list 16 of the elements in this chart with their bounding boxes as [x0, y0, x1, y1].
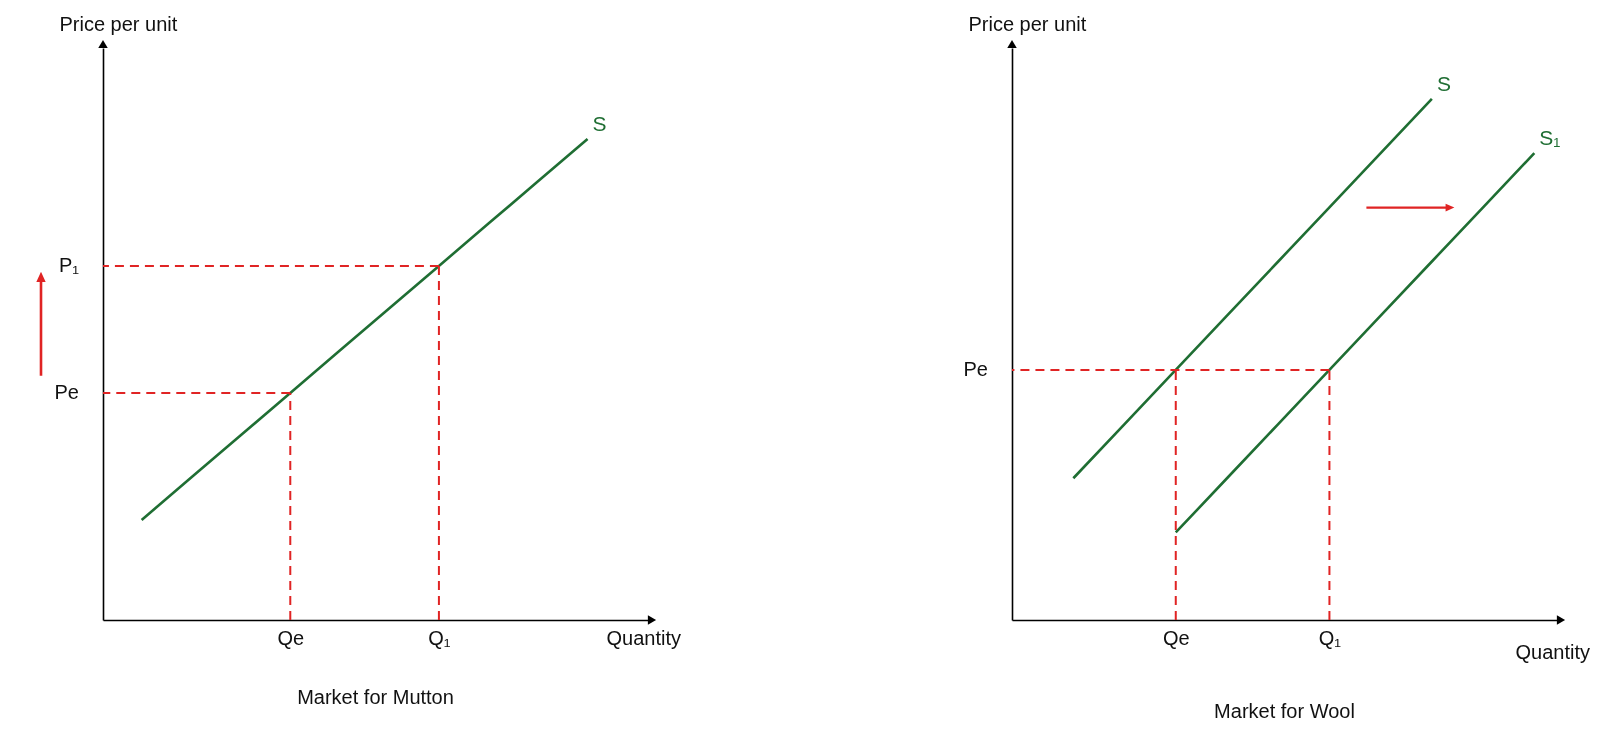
series-label: S₁	[1539, 126, 1561, 150]
y-axis-title: Price per unit	[59, 12, 178, 35]
text: Market for Wool	[1214, 700, 1355, 722]
ref-line-label: Pe	[54, 380, 79, 403]
series-label: S	[592, 111, 607, 135]
y-axis-title: Price per unit	[968, 12, 1087, 35]
ref-line-label: P₁	[58, 253, 80, 276]
x-tick-label: Qe	[277, 626, 305, 649]
x-axis-title: Quantity	[1515, 640, 1590, 663]
x-axis-title: Quantity	[606, 626, 681, 649]
ref-line-label: Pe	[963, 357, 988, 380]
x-tick-label: Q₁	[428, 626, 451, 649]
series-label: S	[1436, 71, 1451, 95]
x-tick-label: Q₁	[1318, 626, 1342, 649]
x-tick-label: Qe	[1162, 626, 1190, 649]
text: Market for Mutton	[297, 686, 454, 708]
